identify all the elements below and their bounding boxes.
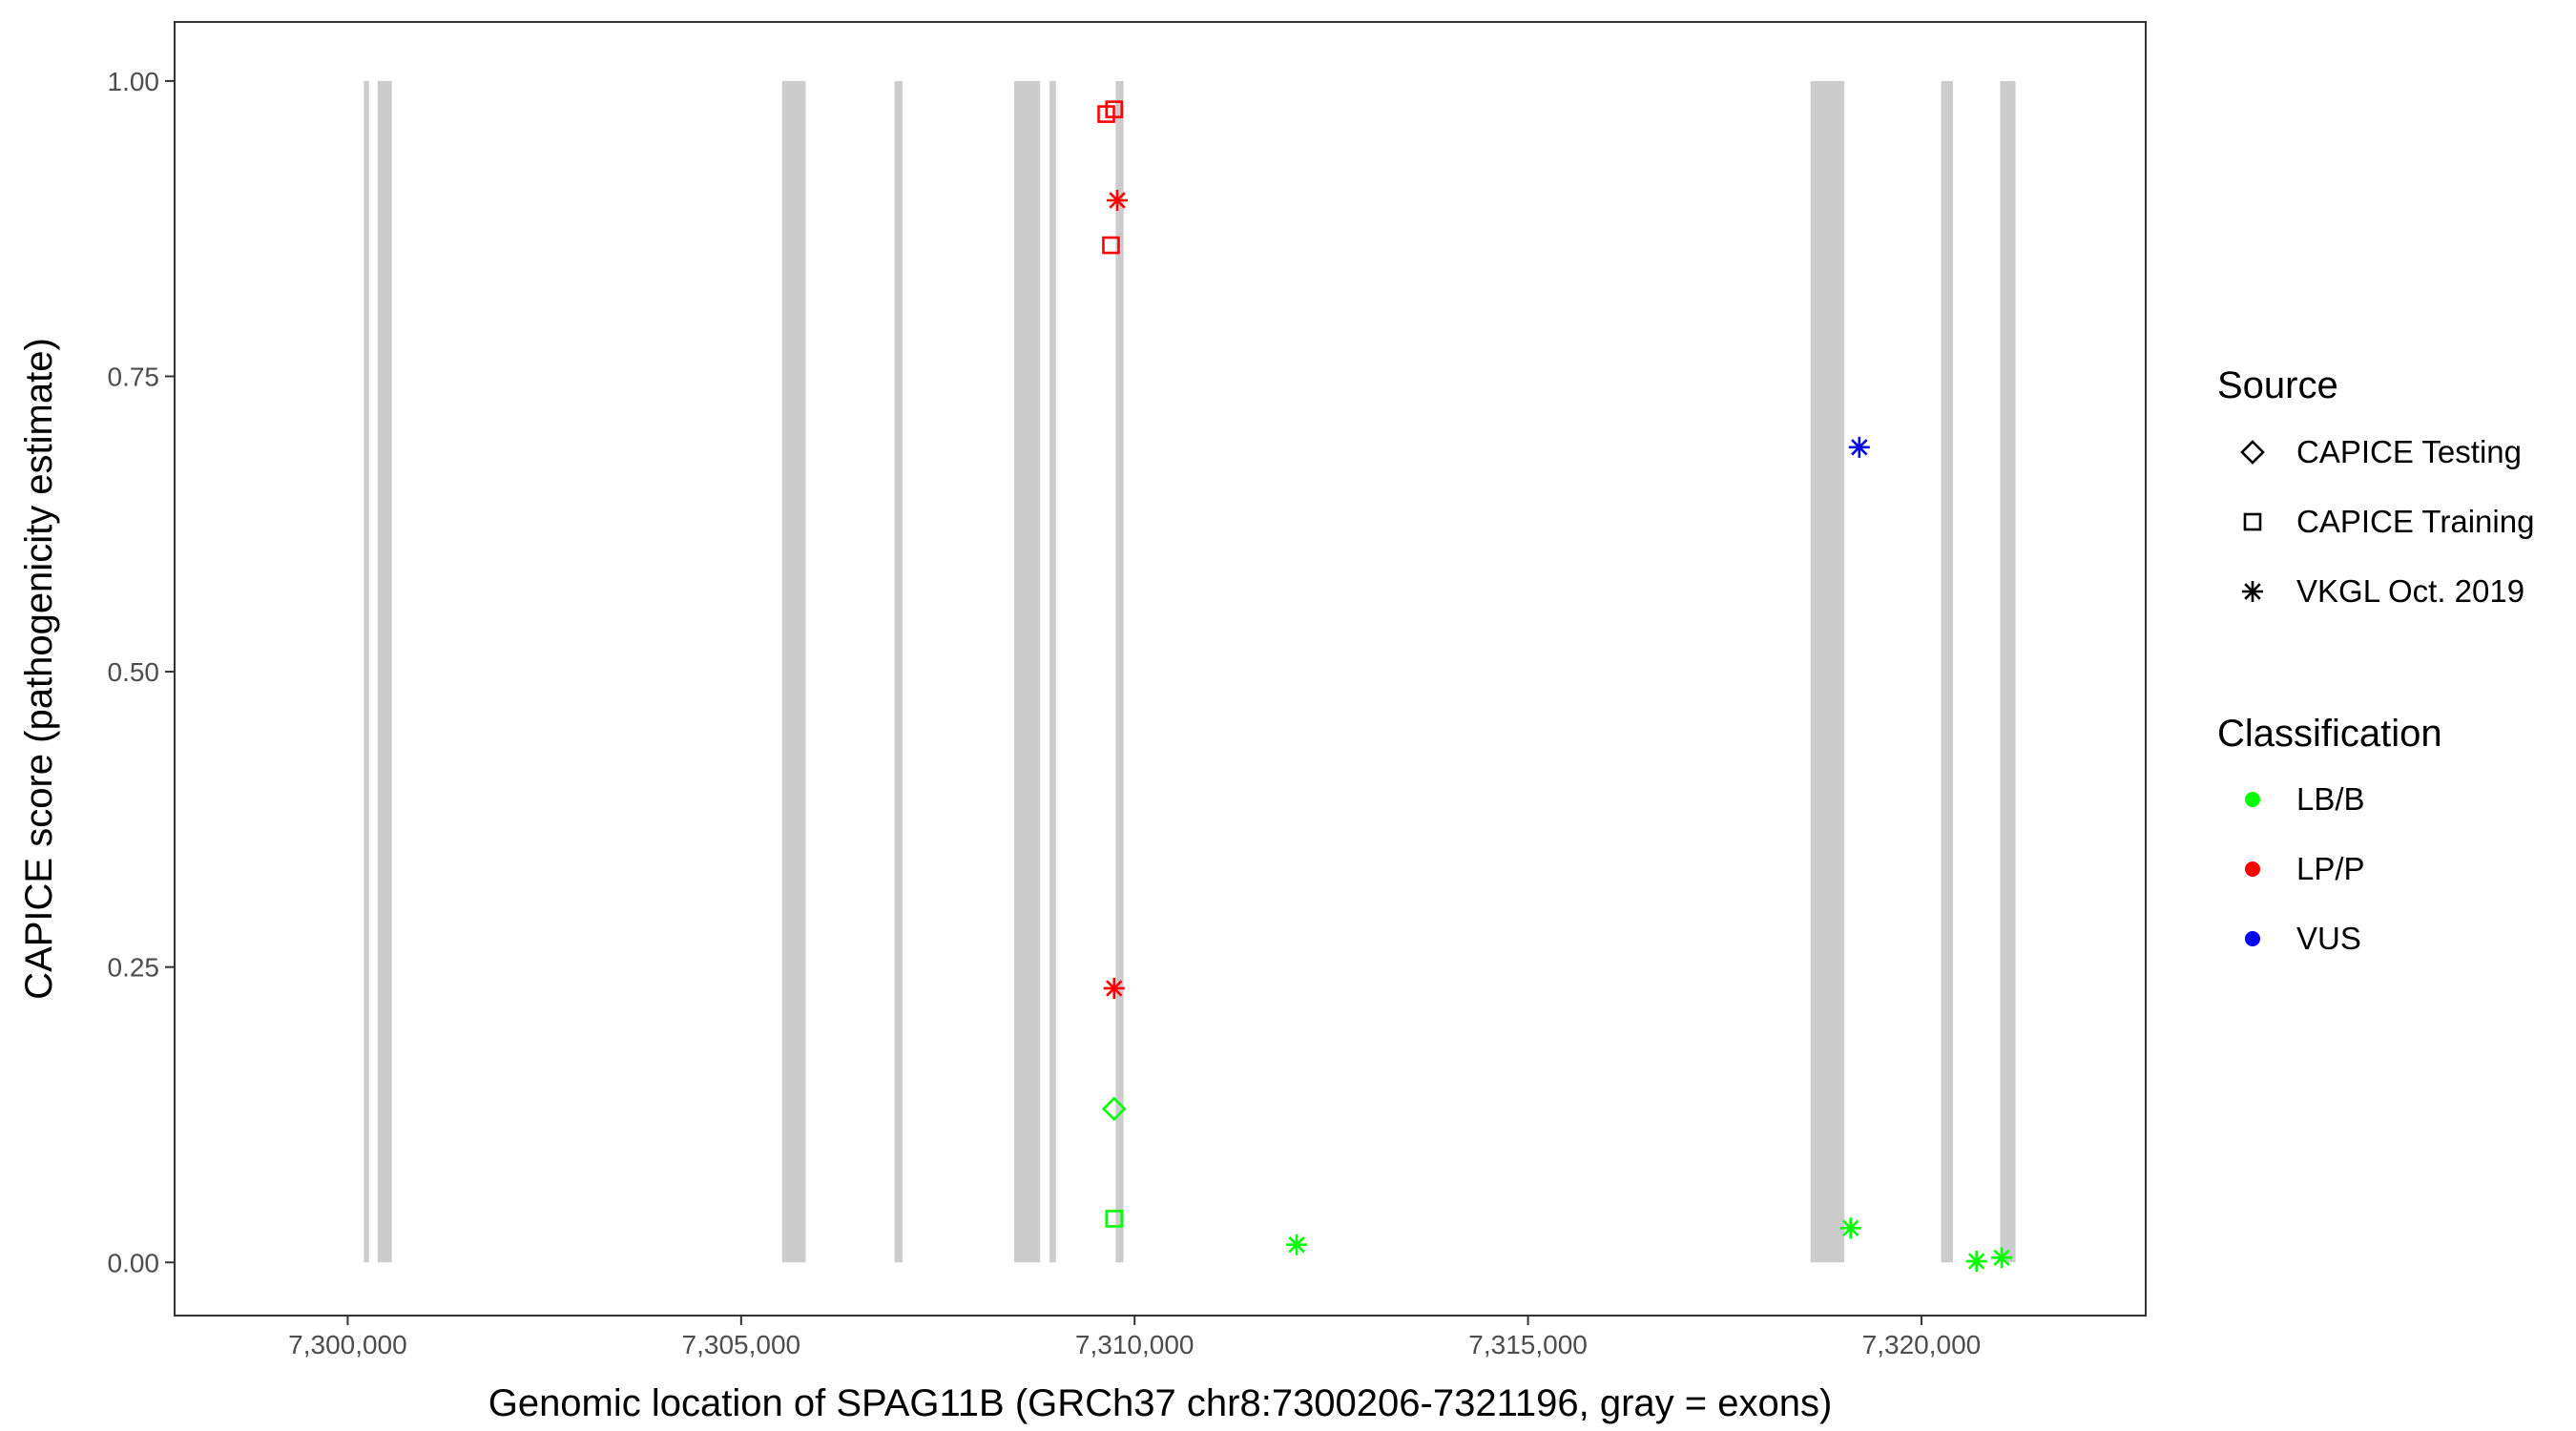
exon-band (377, 80, 392, 1263)
legend: Source CAPICE Testing CAPICE Training VKGL… (2217, 364, 2534, 956)
data-points (1097, 100, 2013, 1273)
exon-band (364, 80, 369, 1263)
data-point (1107, 189, 1129, 211)
x-tick-label: 7,310,000 (1075, 1330, 1195, 1359)
exon-band (1810, 80, 1845, 1263)
data-point (1105, 100, 1124, 118)
legend-label: VKGL Oct. 2019 (2296, 573, 2524, 609)
y-axis-title: CAPICE score (pathogenicity estimate) (18, 338, 60, 1000)
y-tick-label: 1.00 (108, 67, 160, 96)
legend-label: VUS (2296, 921, 2361, 956)
exon-band (1115, 80, 1124, 1263)
data-point (1286, 1234, 1308, 1255)
data-point (1848, 436, 1870, 458)
y-tick-label: 0.25 (108, 953, 160, 983)
legend-label: LB/B (2296, 781, 2365, 817)
y-tick-label: 0.75 (108, 363, 160, 392)
legend-label: LP/P (2296, 851, 2365, 886)
data-point (1102, 236, 1120, 255)
data-point (1101, 1096, 1127, 1122)
legend-classification-items: LB/B LP/P VUS (2245, 781, 2365, 956)
exon-band (2000, 80, 2016, 1263)
data-point (1839, 1217, 1861, 1239)
legend-title-classification: Classification (2217, 713, 2442, 755)
data-point (1991, 1247, 2013, 1269)
legend-label: CAPICE Training (2296, 504, 2534, 539)
x-tick-label: 7,320,000 (1862, 1330, 1982, 1359)
exon-band (1014, 80, 1041, 1263)
x-axis-title: Genomic location of SPAG11B (GRCh37 chr8… (488, 1382, 1833, 1424)
exon-band (894, 80, 903, 1263)
exon-band (1049, 80, 1056, 1263)
x-tick-label: 7,300,000 (288, 1330, 407, 1359)
data-point (1105, 1210, 1124, 1228)
y-axis: 0.00 0.25 0.50 0.75 1.00 (108, 67, 175, 1277)
legend-key-asterisk (2242, 581, 2263, 602)
data-point (1103, 977, 1125, 999)
y-tick-label: 0.50 (108, 657, 160, 687)
legend-source-items: CAPICE Testing CAPICE Training VKGL Oct. 2… (2240, 434, 2534, 609)
legend-title-source: Source (2217, 364, 2338, 406)
legend-label: CAPICE Testing (2296, 434, 2522, 469)
exon-bands (364, 80, 2016, 1263)
legend-key-dot (2245, 861, 2260, 877)
x-axis: 7,300,000 7,305,000 7,310,000 7,315,000 7,32… (288, 1316, 1981, 1359)
legend-key-diamond (2240, 440, 2265, 465)
legend-key-dot (2245, 792, 2260, 807)
legend-key-dot (2245, 931, 2260, 946)
x-tick-label: 7,315,000 (1468, 1330, 1588, 1359)
legend-key-square (2243, 512, 2262, 531)
data-point (1965, 1251, 1987, 1273)
x-tick-label: 7,305,000 (682, 1330, 801, 1359)
exon-band (1941, 80, 1953, 1263)
exon-band (781, 80, 806, 1263)
plot-panel-border (174, 21, 2147, 1317)
y-tick-label: 0.00 (108, 1248, 160, 1277)
